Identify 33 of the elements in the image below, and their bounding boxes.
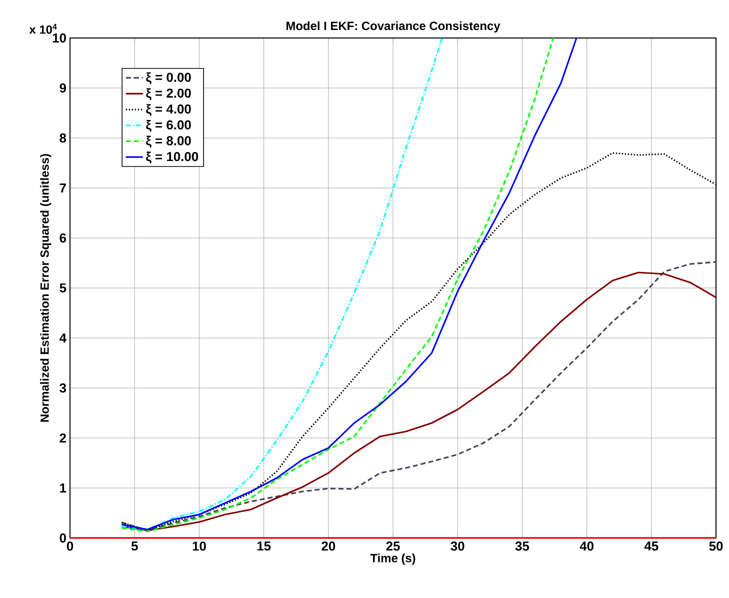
text: x 10$^{4}$ xyxy=(29,24,57,34)
x-tick-label: 10 xyxy=(192,542,206,551)
y-tick-label: 3 xyxy=(60,383,66,393)
x-tick-label: 5 xyxy=(131,542,138,551)
x-tick-label: 25 xyxy=(386,542,400,551)
legend-label: ξ = 8.00 xyxy=(146,136,191,148)
y-tick-label: 2 xyxy=(60,433,66,443)
x-tick-label: 15 xyxy=(257,542,271,551)
y-tick-label: 0 xyxy=(60,533,66,543)
y-tick-label: 10 xyxy=(52,33,66,43)
y-tick-label: 5 xyxy=(60,283,66,292)
legend-label: ξ = 2.00 xyxy=(146,88,191,100)
x-tick-label: 35 xyxy=(515,542,530,551)
legend-label: ξ = 10.00 xyxy=(146,152,198,164)
x-tick-label: 45 xyxy=(644,542,658,551)
y-tick-label: 1 xyxy=(60,484,66,492)
x-tick-label: 40 xyxy=(580,542,594,551)
legend-label: ξ = 6.00 xyxy=(146,120,191,132)
line-series xyxy=(120,37,443,530)
legend-label: ξ = 0.00 xyxy=(146,72,191,84)
chart-title: Model I EKF: Covariance Consistency xyxy=(286,21,500,32)
x-tick-label: 50 xyxy=(709,542,723,551)
y-tick-label: 9 xyxy=(60,83,66,93)
y-axis-title: Normalized Estimation Error Squared (unitless) xyxy=(40,154,52,422)
y-tick-label: 4 xyxy=(59,334,66,342)
x-axis-title: Time (s) xyxy=(370,554,416,565)
y-tick-label: 8 xyxy=(60,133,66,143)
legend-label: ξ = 4.00 xyxy=(146,104,191,116)
y-tick-label: 7 xyxy=(60,184,66,192)
x-tick-label: 0 xyxy=(66,542,74,551)
y-tick-label: 6 xyxy=(60,233,66,243)
x-tick-label: 30 xyxy=(450,542,464,551)
x-tick-label: 20 xyxy=(322,542,336,551)
